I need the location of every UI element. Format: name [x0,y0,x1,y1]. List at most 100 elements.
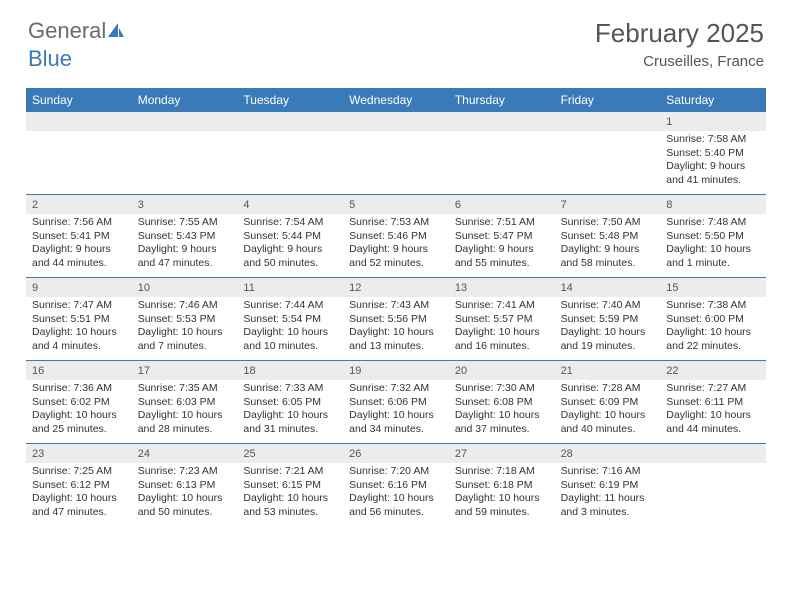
day-line: Sunrise: 7:36 AM [32,382,126,396]
day-number [343,112,449,131]
calendar-day [660,444,766,526]
calendar-day: 21Sunrise: 7:28 AMSunset: 6:09 PMDayligh… [555,361,661,443]
calendar-day: 16Sunrise: 7:36 AMSunset: 6:02 PMDayligh… [26,361,132,443]
day-line: Daylight: 11 hours and 3 minutes. [561,492,655,519]
day-line: Daylight: 10 hours and 19 minutes. [561,326,655,353]
day-number: 8 [660,195,766,214]
day-body: Sunrise: 7:43 AMSunset: 5:56 PMDaylight:… [343,297,449,358]
day-line: Daylight: 9 hours and 58 minutes. [561,243,655,270]
day-body [132,131,238,137]
day-body [343,131,449,137]
calendar-day: 25Sunrise: 7:21 AMSunset: 6:15 PMDayligh… [237,444,343,526]
day-line: Sunrise: 7:32 AM [349,382,443,396]
calendar-day: 7Sunrise: 7:50 AMSunset: 5:48 PMDaylight… [555,195,661,277]
day-line: Sunset: 6:08 PM [455,396,549,410]
day-line: Sunrise: 7:35 AM [138,382,232,396]
day-line: Daylight: 10 hours and 25 minutes. [32,409,126,436]
brand-logo: General Blue [28,18,127,72]
day-line: Daylight: 9 hours and 52 minutes. [349,243,443,270]
day-line: Daylight: 10 hours and 44 minutes. [666,409,760,436]
day-number: 25 [237,444,343,463]
calendar-day: 5 Sunrise: 7:53 AMSunset: 5:46 PMDaylight… [343,195,449,277]
day-line: Sunset: 6:18 PM [455,479,549,493]
day-number: 9 [26,278,132,297]
day-line: Daylight: 9 hours and 44 minutes. [32,243,126,270]
day-body: Sunrise: 7:36 AMSunset: 6:02 PMDaylight:… [26,380,132,441]
day-line: Daylight: 10 hours and 50 minutes. [138,492,232,519]
day-body: Sunrise: 7:44 AMSunset: 5:54 PMDaylight:… [237,297,343,358]
dow-header-cell: Tuesday [237,88,343,112]
day-body: Sunrise: 7:51 AMSunset: 5:47 PMDaylight:… [449,214,555,275]
page-header: General Blue February 2025 Cruseilles, F… [0,0,792,80]
day-line: Daylight: 10 hours and 56 minutes. [349,492,443,519]
day-line: Daylight: 10 hours and 28 minutes. [138,409,232,436]
day-line: Sunrise: 7:58 AM [666,133,760,147]
day-line: Sunset: 6:02 PM [32,396,126,410]
day-line: Sunrise: 7:50 AM [561,216,655,230]
day-line: Daylight: 9 hours and 47 minutes. [138,243,232,270]
day-number: 26 [343,444,449,463]
day-line: Sunset: 6:11 PM [666,396,760,410]
day-number: 28 [555,444,661,463]
day-number: 11 [237,278,343,297]
day-line: Sunrise: 7:47 AM [32,299,126,313]
day-line: Sunset: 5:48 PM [561,230,655,244]
day-body [237,131,343,137]
day-body: Sunrise: 7:35 AMSunset: 6:03 PMDaylight:… [132,380,238,441]
day-line: Sunset: 5:46 PM [349,230,443,244]
day-body: Sunrise: 7:54 AMSunset: 5:44 PMDaylight:… [237,214,343,275]
day-number: 4 [237,195,343,214]
day-line: Daylight: 10 hours and 34 minutes. [349,409,443,436]
day-line: Sunrise: 7:46 AM [138,299,232,313]
dow-header-cell: Friday [555,88,661,112]
day-body: Sunrise: 7:25 AMSunset: 6:12 PMDaylight:… [26,463,132,524]
calendar-day: 14Sunrise: 7:40 AMSunset: 5:59 PMDayligh… [555,278,661,360]
day-line: Daylight: 10 hours and 13 minutes. [349,326,443,353]
calendar-week: 2Sunrise: 7:56 AMSunset: 5:41 PMDaylight… [26,194,766,277]
calendar-day: 13Sunrise: 7:41 AMSunset: 5:57 PMDayligh… [449,278,555,360]
day-number: 1 [660,112,766,131]
day-line: Sunrise: 7:41 AM [455,299,549,313]
day-line: Daylight: 10 hours and 37 minutes. [455,409,549,436]
day-line: Sunset: 5:40 PM [666,147,760,161]
day-number: 2 [26,195,132,214]
day-line: Sunset: 6:06 PM [349,396,443,410]
day-line: Sunrise: 7:48 AM [666,216,760,230]
day-body: Sunrise: 7:21 AMSunset: 6:15 PMDaylight:… [237,463,343,524]
calendar-day: 18Sunrise: 7:33 AMSunset: 6:05 PMDayligh… [237,361,343,443]
day-line: Sunrise: 7:51 AM [455,216,549,230]
calendar-day: 23Sunrise: 7:25 AMSunset: 6:12 PMDayligh… [26,444,132,526]
day-line: Sunset: 5:57 PM [455,313,549,327]
day-body: Sunrise: 7:50 AMSunset: 5:48 PMDaylight:… [555,214,661,275]
day-line: Daylight: 10 hours and 59 minutes. [455,492,549,519]
calendar-day [132,112,238,194]
day-line: Sunrise: 7:56 AM [32,216,126,230]
calendar-day [555,112,661,194]
calendar-day: 3Sunrise: 7:55 AMSunset: 5:43 PMDaylight… [132,195,238,277]
day-line: Sunrise: 7:28 AM [561,382,655,396]
day-body: Sunrise: 7:55 AMSunset: 5:43 PMDaylight:… [132,214,238,275]
day-line: Sunrise: 7:53 AM [349,216,443,230]
calendar-day: 10Sunrise: 7:46 AMSunset: 5:53 PMDayligh… [132,278,238,360]
day-number: 6 [449,195,555,214]
day-line: Sunrise: 7:16 AM [561,465,655,479]
calendar-day: 20Sunrise: 7:30 AMSunset: 6:08 PMDayligh… [449,361,555,443]
day-line: Daylight: 9 hours and 50 minutes. [243,243,337,270]
calendar-day: 9Sunrise: 7:47 AMSunset: 5:51 PMDaylight… [26,278,132,360]
day-number: 5 [343,195,449,214]
calendar-day: 17Sunrise: 7:35 AMSunset: 6:03 PMDayligh… [132,361,238,443]
day-number [555,112,661,131]
calendar-day: 1Sunrise: 7:58 AMSunset: 5:40 PMDaylight… [660,112,766,194]
calendar-week: 16Sunrise: 7:36 AMSunset: 6:02 PMDayligh… [26,360,766,443]
day-line: Sunrise: 7:30 AM [455,382,549,396]
day-line: Sunrise: 7:27 AM [666,382,760,396]
day-line: Sunset: 6:19 PM [561,479,655,493]
day-line: Daylight: 10 hours and 10 minutes. [243,326,337,353]
day-line: Daylight: 10 hours and 7 minutes. [138,326,232,353]
dow-header-cell: Wednesday [343,88,449,112]
day-line: Sunrise: 7:25 AM [32,465,126,479]
day-number: 16 [26,361,132,380]
day-line: Daylight: 10 hours and 40 minutes. [561,409,655,436]
calendar-day: 6Sunrise: 7:51 AMSunset: 5:47 PMDaylight… [449,195,555,277]
day-line: Daylight: 10 hours and 31 minutes. [243,409,337,436]
